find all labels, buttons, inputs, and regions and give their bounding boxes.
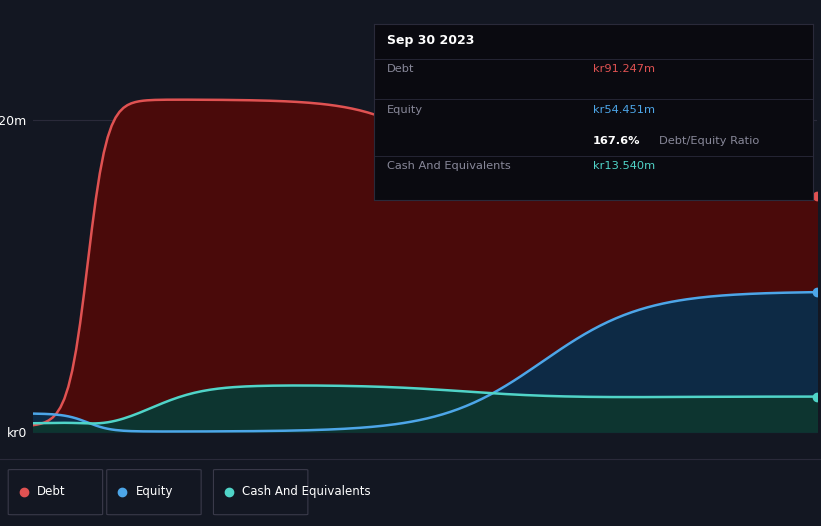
- Text: Cash And Equivalents: Cash And Equivalents: [242, 485, 371, 498]
- Text: 167.6%: 167.6%: [594, 136, 640, 146]
- Text: kr54.451m: kr54.451m: [594, 105, 655, 115]
- Text: Cash And Equivalents: Cash And Equivalents: [387, 161, 511, 171]
- Text: kr13.540m: kr13.540m: [594, 161, 655, 171]
- Text: Debt: Debt: [37, 485, 66, 498]
- Text: kr91.247m: kr91.247m: [594, 64, 655, 74]
- Text: Equity: Equity: [387, 105, 423, 115]
- Text: Debt: Debt: [387, 64, 415, 74]
- Text: Equity: Equity: [135, 485, 173, 498]
- Text: Sep 30 2023: Sep 30 2023: [387, 34, 474, 47]
- Text: Debt/Equity Ratio: Debt/Equity Ratio: [659, 136, 759, 146]
